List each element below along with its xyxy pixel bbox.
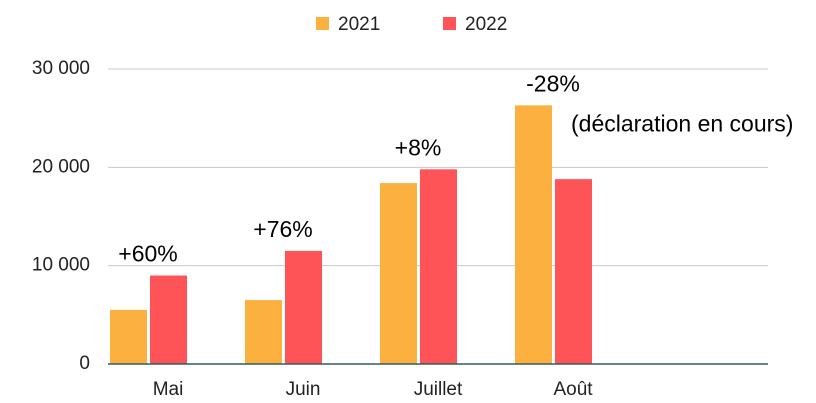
bar xyxy=(150,275,187,364)
bar xyxy=(420,169,457,364)
legend-swatch xyxy=(443,17,456,30)
y-tick-label: 20 000 xyxy=(32,156,90,177)
annotation: -28% xyxy=(526,70,580,96)
bar xyxy=(245,300,282,364)
legend-label: 2022 xyxy=(465,14,507,35)
x-tick-label: Juin xyxy=(286,379,321,400)
x-tick-label: Mai xyxy=(153,379,184,400)
bar xyxy=(380,183,417,364)
annotation: +60% xyxy=(118,241,177,267)
legend-label: 2021 xyxy=(338,14,380,35)
bar xyxy=(515,105,552,364)
legend-swatch xyxy=(316,17,329,30)
x-tick-label: Août xyxy=(553,379,593,400)
x-tick-label: Juillet xyxy=(414,379,463,400)
annotation: +8% xyxy=(395,134,442,160)
bar xyxy=(110,309,147,364)
bar xyxy=(285,250,322,364)
y-tick-label: 10 000 xyxy=(32,255,90,276)
annotation: +76% xyxy=(253,216,312,242)
y-tick-label: 30 000 xyxy=(32,58,90,79)
bar xyxy=(555,179,592,364)
y-tick-label: 0 xyxy=(79,353,90,374)
annotation: (déclaration en cours) xyxy=(571,110,793,136)
